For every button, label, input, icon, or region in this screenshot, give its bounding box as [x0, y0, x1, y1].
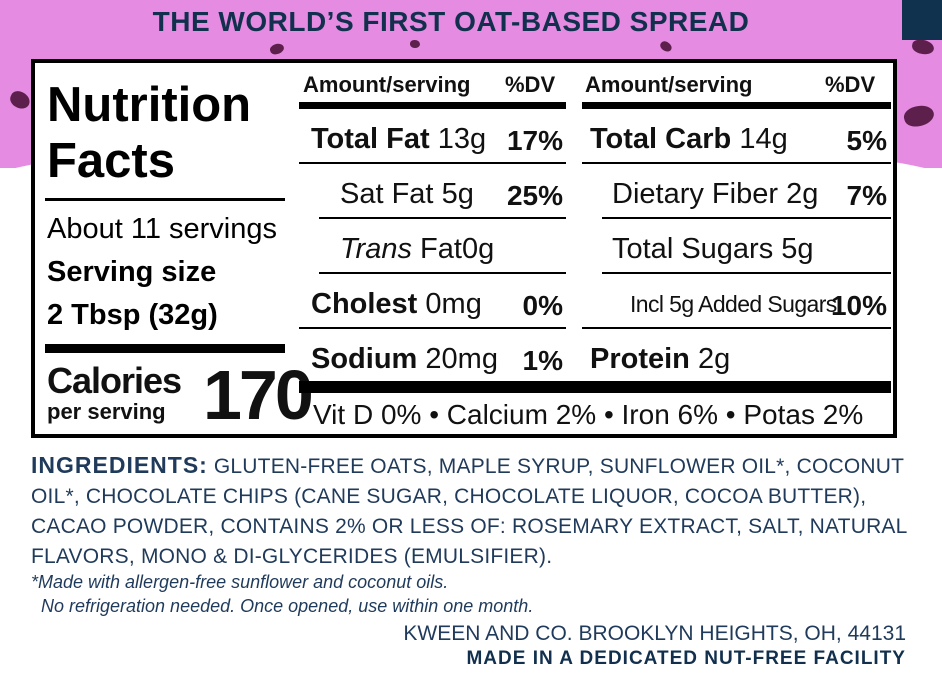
left-dv-header: %DV — [505, 72, 556, 97]
total-carb-label: Total Carb — [590, 123, 732, 155]
title-rule — [45, 198, 285, 201]
sodium-row: Sodium 20mg — [311, 343, 498, 376]
servings-per-container: About 11 servings — [47, 213, 277, 245]
total-fat-amount: 13g — [437, 123, 487, 155]
added-sugars-row: Incl 5g Added Sugars — [630, 291, 837, 318]
right-dv-header: %DV — [825, 72, 876, 97]
total-sugars-label: Total Sugars — [612, 233, 774, 265]
calories-label: Calories — [47, 360, 182, 401]
protein-label: Protein — [590, 343, 690, 375]
sodium-amount: 20mg — [425, 343, 498, 375]
cholesterol-amount: 0mg — [425, 288, 482, 320]
row-rule — [602, 272, 891, 274]
ingredients-text: GLUTEN-FREE OATS, MAPLE SYRUP, SUNFLOWER… — [31, 455, 907, 568]
header-rule-right — [582, 102, 891, 109]
protein-row: Protein 2g — [590, 343, 730, 376]
added-sugars-label: Incl 5g Added Sugars — [630, 291, 837, 317]
corner-square — [902, 0, 942, 40]
company-address: KWEEN AND CO. BROOKLYN HEIGHTS, OH, 4413… — [403, 622, 906, 645]
calories-value: 170 — [203, 356, 314, 434]
sprinkle-decoration — [910, 38, 936, 56]
total-carb-amount: 14g — [739, 123, 788, 155]
headline: THE WORLD’S FIRST OAT-BASED SPREAD — [152, 6, 750, 37]
title-line-1: Nutrition — [47, 78, 252, 132]
total-sugars-row: Total Sugars 5g — [612, 233, 814, 266]
trans-fat-label: Fat — [420, 233, 462, 265]
nutrition-facts-title: Nutrition Facts — [47, 77, 251, 189]
cholesterol-label: Cholest — [311, 288, 418, 320]
right-amount-header: Amount/serving — [585, 72, 753, 97]
protein-amount: 2g — [697, 343, 731, 375]
sprinkle-decoration — [901, 102, 937, 130]
total-fat-row: Total Fat 13g — [311, 123, 486, 156]
serving-rule — [45, 344, 285, 353]
calories-subtitle: per serving — [47, 399, 166, 424]
sat-fat-dv: 25% — [506, 180, 563, 211]
sprinkle-decoration — [410, 40, 420, 48]
row-rule — [299, 162, 566, 164]
added-sugars-dv: 10% — [830, 290, 887, 321]
nutrition-facts-panel: Nutrition Facts About 11 servings Servin… — [31, 59, 897, 438]
sprinkle-decoration — [268, 41, 286, 57]
trans-fat-italic-label: Trans — [340, 233, 412, 265]
total-fat-label: Total Fat — [311, 123, 430, 155]
row-rule — [299, 327, 566, 329]
serving-size-label: Serving size — [47, 256, 217, 288]
ingredients-label: INGREDIENTS: — [31, 452, 208, 478]
trans-fat-row: Trans Fat0g — [340, 233, 494, 266]
row-rule — [319, 217, 566, 219]
sat-fat-row: Sat Fat 5g — [340, 178, 474, 211]
dietary-fiber-amount: 2g — [786, 178, 819, 210]
facility-statement: MADE IN A DEDICATED NUT-FREE FACILITY — [466, 648, 906, 669]
total-sugars-amount: 5g — [781, 233, 814, 265]
total-fat-dv: 17% — [506, 125, 563, 156]
trans-fat-amount: 0g — [461, 233, 495, 265]
serving-size-value: 2 Tbsp (32g) — [47, 299, 218, 331]
total-carb-row: Total Carb 14g — [590, 123, 788, 156]
dietary-fiber-dv: 7% — [846, 180, 887, 211]
sat-fat-label: Sat Fat — [340, 178, 434, 210]
row-rule — [319, 272, 566, 274]
sprinkle-decoration — [7, 88, 33, 112]
row-rule — [602, 217, 891, 219]
allergen-note: *Made with allergen-free sunflower and c… — [31, 572, 449, 592]
cholesterol-row: Cholest 0mg — [311, 288, 482, 321]
left-amount-header: Amount/serving — [303, 72, 471, 97]
vitamins-minerals: Vit D 0% • Calcium 2% • Iron 6% • Potas … — [313, 399, 864, 430]
header-rule-left — [299, 102, 566, 109]
cholesterol-dv: 0% — [522, 290, 563, 321]
storage-note: No refrigeration needed. Once opened, us… — [41, 596, 534, 616]
title-line-2: Facts — [47, 134, 176, 188]
total-carb-dv: 5% — [846, 125, 887, 156]
row-rule — [582, 162, 891, 164]
vitamins-rule — [299, 381, 891, 393]
dietary-fiber-row: Dietary Fiber 2g — [612, 178, 818, 211]
sat-fat-amount: 5g — [441, 178, 474, 210]
row-rule — [582, 327, 891, 329]
dietary-fiber-label: Dietary Fiber — [612, 178, 778, 210]
sodium-dv: 1% — [522, 345, 563, 376]
sprinkle-decoration — [658, 39, 674, 54]
ingredients-block: INGREDIENTS: GLUTEN-FREE OATS, MAPLE SYR… — [31, 450, 921, 572]
sodium-label: Sodium — [311, 343, 418, 375]
